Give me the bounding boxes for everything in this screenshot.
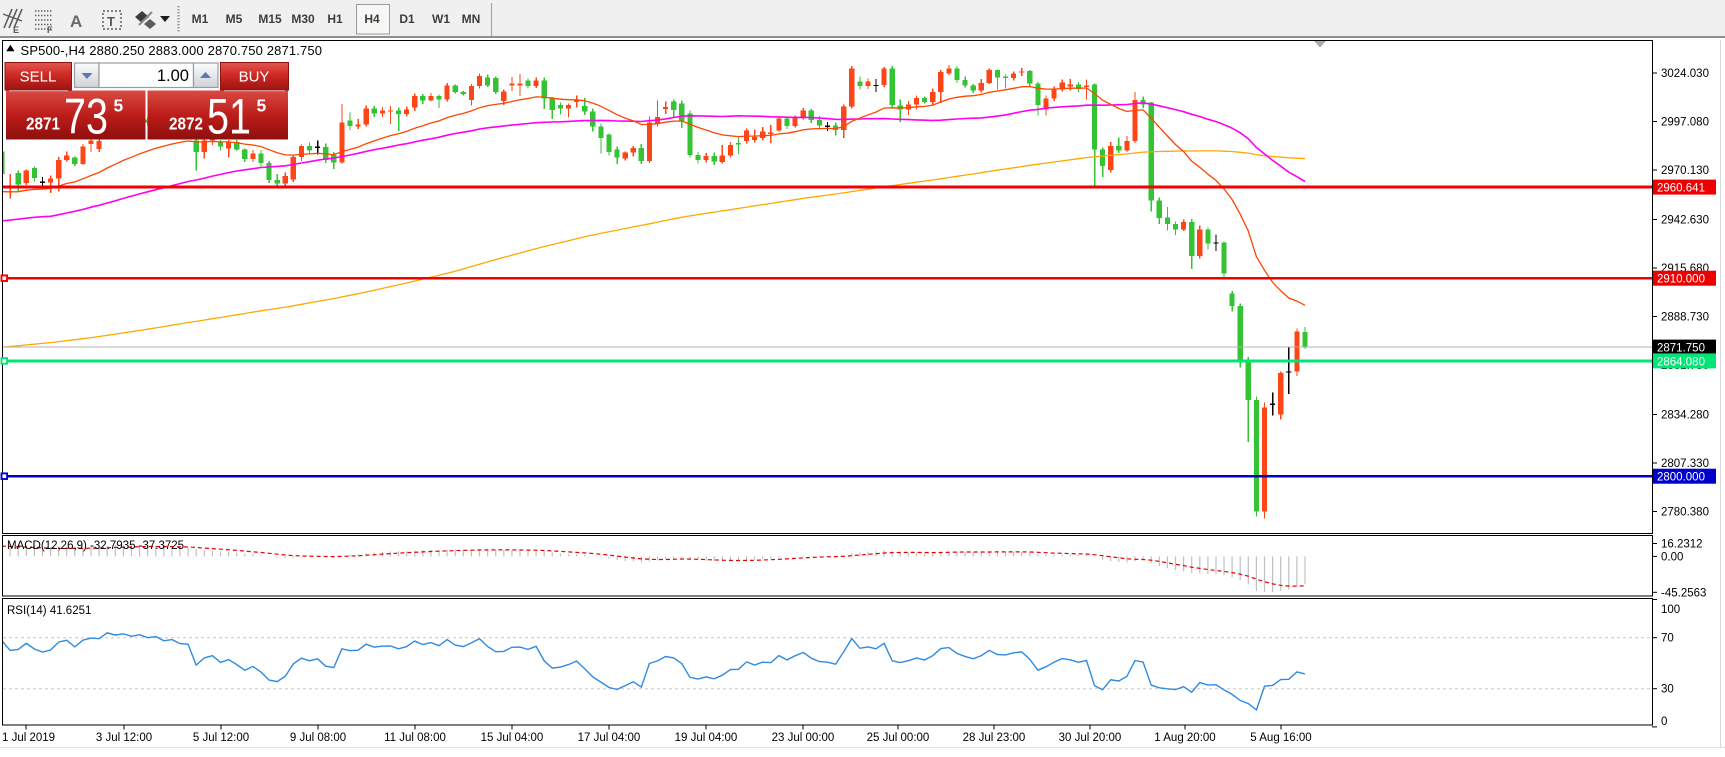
svg-text:2780.380: 2780.380	[1661, 507, 1709, 519]
svg-text:2942.630: 2942.630	[1661, 215, 1709, 227]
svg-text:2888.730: 2888.730	[1661, 312, 1709, 324]
svg-text:BUY: BUY	[239, 69, 270, 86]
svg-text:2960.641: 2960.641	[1657, 183, 1705, 195]
svg-text:9 Jul 08:00: 9 Jul 08:00	[290, 732, 346, 744]
svg-text:11 Jul 08:00: 11 Jul 08:00	[384, 732, 446, 744]
svg-text:2871: 2871	[26, 114, 60, 134]
svg-text:SELL: SELL	[20, 69, 57, 86]
svg-text:H4: H4	[364, 12, 380, 26]
svg-text:19 Jul 04:00: 19 Jul 04:00	[675, 732, 738, 744]
svg-text:2834.280: 2834.280	[1661, 410, 1709, 422]
svg-text:70: 70	[1661, 633, 1674, 645]
svg-text:1.00: 1.00	[157, 67, 189, 85]
svg-text:0: 0	[1661, 716, 1667, 728]
svg-text:28 Jul 23:00: 28 Jul 23:00	[963, 732, 1026, 744]
svg-text:M1: M1	[192, 12, 209, 26]
svg-text:M30: M30	[291, 12, 315, 26]
svg-text:F: F	[47, 25, 53, 35]
svg-text:2800.000: 2800.000	[1657, 472, 1705, 484]
svg-text:100: 100	[1661, 604, 1680, 616]
svg-text:T: T	[107, 14, 115, 29]
svg-text:M5: M5	[226, 12, 243, 26]
svg-text:16.2312: 16.2312	[1661, 539, 1703, 551]
svg-text:MACD(12,26,9) -32.7935 -37.372: MACD(12,26,9) -32.7935 -37.3725	[7, 540, 184, 552]
svg-text:2871.750: 2871.750	[1657, 343, 1705, 355]
svg-text:1 Aug 20:00: 1 Aug 20:00	[1154, 732, 1215, 744]
svg-text:30 Jul 20:00: 30 Jul 20:00	[1059, 732, 1122, 744]
svg-text:0.00: 0.00	[1661, 551, 1683, 563]
svg-text:W1: W1	[432, 12, 450, 26]
svg-text:5 Jul 12:00: 5 Jul 12:00	[193, 732, 249, 744]
svg-text:RSI(14) 41.6251: RSI(14) 41.6251	[7, 605, 91, 617]
svg-text:5: 5	[114, 96, 124, 116]
svg-text:E: E	[13, 25, 19, 35]
svg-text:MN: MN	[462, 12, 481, 26]
svg-text:51: 51	[207, 89, 251, 145]
svg-text:17 Jul 04:00: 17 Jul 04:00	[578, 732, 641, 744]
svg-text:23 Jul 00:00: 23 Jul 00:00	[772, 732, 835, 744]
svg-text:SP500-,H4 2880.250 2883.000 2: SP500-,H4 2880.250 2883.000 2870.750 287…	[21, 43, 323, 58]
svg-text:5 Aug 16:00: 5 Aug 16:00	[1250, 732, 1311, 744]
svg-text:73: 73	[64, 89, 108, 145]
svg-text:2864.080: 2864.080	[1657, 356, 1705, 368]
svg-text:25 Jul 00:00: 25 Jul 00:00	[867, 732, 930, 744]
svg-text:H1: H1	[327, 12, 343, 26]
svg-text:3 Jul 12:00: 3 Jul 12:00	[96, 732, 152, 744]
svg-text:M15: M15	[258, 12, 282, 26]
svg-text:D1: D1	[399, 12, 415, 26]
svg-text:2910.000: 2910.000	[1657, 274, 1705, 286]
svg-text:15 Jul 04:00: 15 Jul 04:00	[481, 732, 544, 744]
svg-text:2807.330: 2807.330	[1661, 458, 1709, 470]
svg-text:2872: 2872	[169, 114, 203, 134]
svg-text:30: 30	[1661, 684, 1674, 696]
svg-text:A: A	[70, 12, 82, 31]
svg-text:3024.030: 3024.030	[1661, 68, 1709, 80]
svg-text:5: 5	[257, 96, 267, 116]
svg-text:2997.080: 2997.080	[1661, 117, 1709, 129]
svg-text:-45.2563: -45.2563	[1661, 587, 1706, 599]
svg-text:1 Jul 2019: 1 Jul 2019	[2, 732, 55, 744]
svg-text:2970.130: 2970.130	[1661, 165, 1709, 177]
